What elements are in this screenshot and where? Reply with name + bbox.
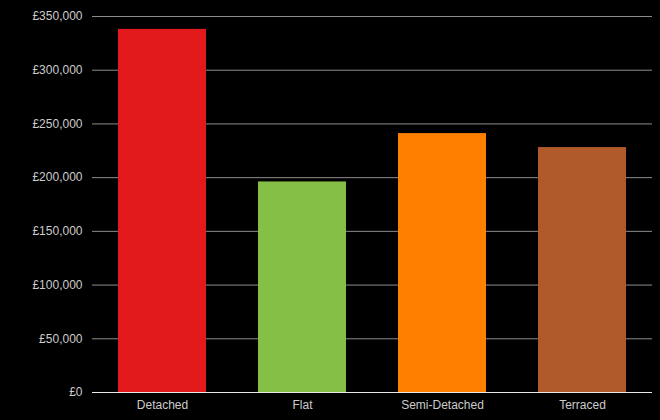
svg-text:£300,000: £300,000 (32, 63, 82, 77)
svg-text:£350,000: £350,000 (32, 9, 82, 23)
svg-text:£0: £0 (69, 385, 83, 399)
svg-text:£50,000: £50,000 (39, 332, 83, 346)
svg-text:£200,000: £200,000 (32, 170, 82, 184)
svg-text:Flat: Flat (292, 398, 313, 412)
svg-text:Terraced: Terraced (559, 398, 606, 412)
svg-text:£250,000: £250,000 (32, 117, 82, 131)
svg-text:£100,000: £100,000 (32, 278, 82, 292)
svg-text:£150,000: £150,000 (32, 224, 82, 238)
svg-text:Detached: Detached (137, 398, 188, 412)
svg-text:Semi-Detached: Semi-Detached (401, 398, 484, 412)
